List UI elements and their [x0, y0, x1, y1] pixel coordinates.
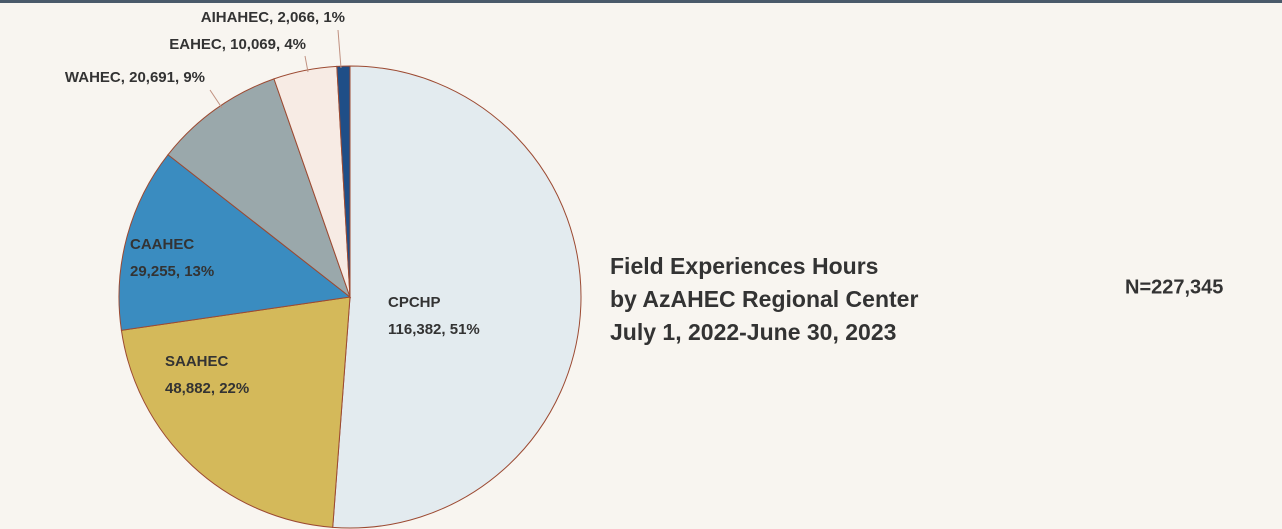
value-label: 48,882, 22%: [165, 380, 249, 397]
pie-slice: [167, 78, 352, 299]
category-label: EAHEC: [169, 36, 222, 53]
pie-slice: [120, 296, 351, 528]
value-label: 29,255, 13%: [130, 263, 214, 280]
pie-slice: [332, 65, 582, 529]
slice-label: SAAHEC: [165, 353, 229, 370]
value-label: 116,382, 51%: [388, 321, 480, 338]
category-label: AIHAHEC: [201, 9, 270, 26]
slice-label: CAAHEC: [130, 236, 194, 253]
leader-line: [209, 89, 223, 109]
slice-label: EAHEC, 10,069, 4%: [169, 36, 306, 53]
chart-title: Field Experiences Hours: [610, 253, 878, 279]
chart-title: July 1, 2022-June 30, 2023: [610, 319, 896, 345]
value-label: , 20,691, 9%: [121, 69, 205, 86]
category-label: WAHEC: [65, 69, 121, 86]
pie-slice: [336, 65, 351, 298]
leader-line: [304, 55, 309, 73]
slice-label: WAHEC, 20,691, 9%: [65, 69, 205, 86]
chart-title: by AzAHEC Regional Center: [610, 286, 918, 312]
slice-label: CPCHP: [388, 294, 441, 311]
top-border: [0, 0, 1282, 3]
slice-label: AIHAHEC, 2,066, 1%: [201, 9, 345, 26]
value-label: , 10,069, 4%: [222, 36, 306, 53]
value-label: , 2,066, 1%: [269, 9, 345, 26]
annotation: N=227,345: [1125, 276, 1223, 298]
leader-line: [337, 29, 342, 69]
pie-slice: [118, 154, 352, 331]
